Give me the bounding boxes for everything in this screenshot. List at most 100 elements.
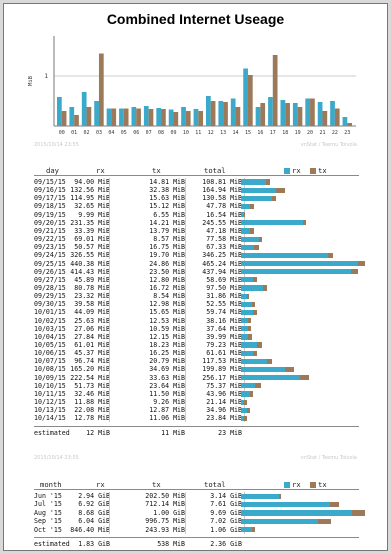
- day-cell-total: 97.50 MiB: [206, 283, 242, 292]
- table-row: 10/12/15 11.88 MiB 9.26 MiB 21.14 MiB: [4, 398, 389, 407]
- bar-tx-10: [185, 111, 191, 126]
- column-separator: [185, 508, 186, 518]
- usage-bar-rx: [241, 301, 252, 307]
- column-separator: [185, 381, 186, 390]
- column-separator: [185, 202, 186, 211]
- table-row: 10/02/15 25.63 MiB 12.53 MiB 38.16 MiB: [4, 316, 389, 325]
- column-separator: [109, 500, 110, 509]
- column-separator: [109, 283, 110, 293]
- table-row: 09/25/15 440.38 MiB 24.86 MiB 465.24 MiB: [4, 259, 389, 268]
- bar-rx-10: [181, 107, 186, 126]
- bar-rx-05: [119, 108, 124, 126]
- day-cell-tx: 16.25 MiB: [149, 349, 185, 358]
- x-tick-label: 23: [344, 130, 350, 136]
- column-separator: [185, 186, 186, 195]
- day-cell-total: 108.81 MiB: [202, 178, 242, 186]
- usage-bar-tx: [257, 342, 263, 348]
- table-row: 09/17/15 114.95 MiB 15.63 MiB 130.58 MiB: [4, 194, 389, 203]
- daily-estimated-tx: 11 MiB: [161, 428, 185, 437]
- daily-legend-rx: rx: [284, 166, 301, 175]
- bar-rx-07: [143, 106, 149, 126]
- day-cell-rx: 44.09 MiB: [74, 308, 110, 317]
- column-separator: [109, 202, 110, 211]
- day-cell-total: 47.18 MiB: [206, 226, 242, 235]
- usage-bar-tx: [285, 366, 295, 373]
- usage-bar-rx: [241, 342, 258, 348]
- usage-bar-rx: [241, 415, 245, 421]
- day-cell-rx: 51.73 MiB: [74, 381, 110, 390]
- column-separator: [109, 349, 110, 358]
- column-separator: [185, 194, 186, 203]
- bar-rx-15: [243, 68, 248, 126]
- usage-bar-rx: [241, 195, 272, 201]
- rx-swatch-icon: [284, 168, 290, 174]
- day-cell-day: 10/12/15: [34, 398, 66, 407]
- usage-bar-rx: [241, 269, 352, 275]
- column-separator: [185, 324, 186, 333]
- bar-rx-23: [342, 117, 348, 126]
- usage-bar-tx: [251, 527, 255, 533]
- bar-rx-14: [230, 98, 236, 126]
- month-cell-month: Oct '15: [34, 525, 62, 534]
- bar-rx-00: [57, 97, 62, 126]
- column-separator: [109, 373, 110, 382]
- table-row: 10/04/15 27.84 MiB 12.15 MiB 39.99 MiB: [4, 332, 389, 341]
- usage-bar-tx: [254, 383, 262, 389]
- day-cell-total: 52.55 MiB: [206, 300, 242, 309]
- table-row: 09/26/15 414.43 MiB 23.50 MiB 437.94 MiB: [4, 267, 389, 276]
- day-cell-total: 58.69 MiB: [206, 275, 242, 284]
- day-cell-total: 437.94 MiB: [202, 267, 242, 276]
- day-cell-tx: 16.75 MiB: [149, 243, 185, 252]
- day-cell-tx: 15.12 MiB: [149, 202, 185, 211]
- table-row: 10/06/15 45.37 MiB 16.25 MiB 61.61 MiB: [4, 349, 389, 358]
- table-row: 10/11/15 32.46 MiB 11.50 MiB 43.96 MiB: [4, 389, 389, 399]
- tx-swatch-icon: [310, 168, 316, 174]
- column-separator: [109, 406, 110, 415]
- month-cell-total: 7.02 GiB: [210, 517, 242, 526]
- column-separator: [185, 316, 186, 325]
- day-cell-tx: 11.06 MiB: [149, 414, 185, 423]
- table-row: Jul '15 6.92 GiB 712.14 MiB 7.61 GiB: [4, 500, 389, 509]
- bar-tx-03: [98, 53, 104, 126]
- month-cell-tx: 202.50 MiB: [145, 492, 185, 500]
- day-cell-tx: 12.87 MiB: [149, 406, 185, 415]
- month-cell-rx: 846.40 MiB: [70, 525, 110, 534]
- column-separator: [109, 235, 110, 244]
- day-cell-tx: 8.54 MiB: [153, 292, 185, 301]
- table-row: 09/20/15 231.35 MiB 14.21 MiB 245.55 MiB: [4, 218, 389, 227]
- day-cell-tx: 34.69 MiB: [149, 365, 185, 374]
- day-cell-day: 09/17/15: [34, 194, 66, 203]
- monthly-estimated-label: estimated: [34, 540, 70, 548]
- day-cell-rx: 9.99 MiB: [78, 210, 110, 219]
- usage-bar-rx: [241, 518, 319, 525]
- month-cell-tx: 1.00 GiB: [153, 508, 185, 517]
- usage-bar-tx: [247, 293, 250, 299]
- usage-bar-rx: [241, 277, 254, 283]
- table-row: 09/24/15 326.55 MiB 19.70 MiB 346.25 MiB: [4, 251, 389, 260]
- table-row: 10/10/15 51.73 MiB 23.64 MiB 75.37 MiB: [4, 381, 389, 390]
- column-separator: [109, 308, 110, 317]
- bar-rx-08: [156, 108, 162, 126]
- column-separator: [185, 300, 186, 309]
- day-cell-total: 75.37 MiB: [206, 381, 242, 390]
- bar-tx-11: [198, 111, 204, 126]
- column-separator: [185, 341, 186, 350]
- table-row: 09/28/15 80.78 MiB 16.72 MiB 97.50 MiB: [4, 283, 389, 293]
- bar-tx-18: [285, 103, 290, 126]
- usage-bar-tx: [243, 212, 246, 218]
- column-separator: [185, 357, 186, 366]
- x-tick-label: 07: [146, 130, 152, 136]
- day-cell-day: 10/14/15: [34, 414, 66, 423]
- bar-rx-17: [268, 97, 273, 126]
- day-cell-day: 10/03/15: [34, 324, 66, 333]
- usage-bar-rx: [241, 391, 250, 397]
- day-cell-rx: 32.65 MiB: [74, 202, 110, 211]
- day-cell-day: 09/22/15: [34, 235, 66, 244]
- day-cell-day: 10/06/15: [34, 349, 66, 358]
- bar-tx-16: [260, 103, 266, 126]
- column-separator: [109, 316, 110, 325]
- usage-bar-tx: [254, 244, 259, 250]
- day-cell-day: 09/21/15: [34, 226, 66, 235]
- day-cell-day: 10/13/15: [34, 406, 66, 415]
- usage-bar-rx: [241, 334, 249, 340]
